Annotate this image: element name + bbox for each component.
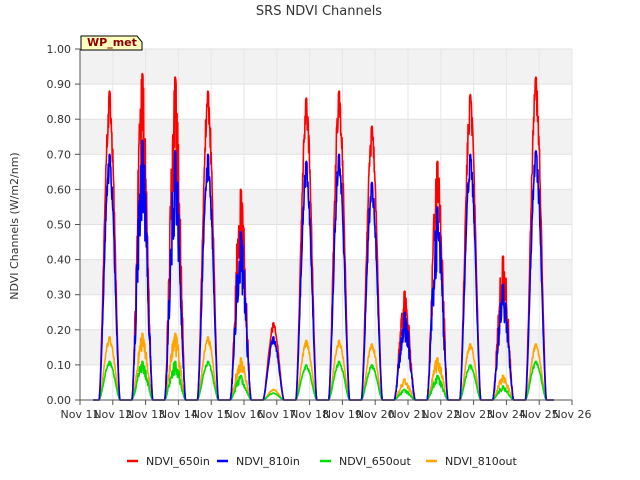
plot-band <box>80 154 572 190</box>
x-tick-label: Nov 17 <box>257 408 296 421</box>
x-tick-label: Nov 24 <box>487 408 526 421</box>
y-tick-labels: 0.00 0.10 0.20 0.30 0.40 0.50 0.60 0.70 0.80 0.90… <box>47 43 80 407</box>
x-tick-label: Nov 16 <box>225 408 264 421</box>
x-tick-label: Nov 12 <box>93 408 132 421</box>
legend-label: NDVI_650in <box>146 455 210 468</box>
plot-band <box>80 189 572 225</box>
x-tick-label: Nov 22 <box>421 408 460 421</box>
y-axis-label: NDVI Channels (W/m2/nm) <box>8 152 21 299</box>
x-tick-label: Nov 11 <box>61 408 100 421</box>
badge-label: WP_met <box>87 36 137 49</box>
legend-label: NDVI_650out <box>339 455 411 468</box>
plot-bands <box>80 49 572 400</box>
y-tick-label: 0.80 <box>47 113 72 126</box>
station-badge: WP_met <box>80 35 143 51</box>
y-tick-label: 0.00 <box>47 394 72 407</box>
y-tick-label: 0.20 <box>47 324 72 337</box>
x-tick-label: Nov 21 <box>389 408 428 421</box>
plot-band <box>80 294 572 330</box>
x-tick-label: Nov 19 <box>323 408 362 421</box>
plot-band <box>80 84 572 120</box>
legend-label: NDVI_810out <box>445 455 517 468</box>
x-tick-label: Nov 14 <box>159 408 198 421</box>
x-tick-label: Nov 18 <box>290 408 329 421</box>
y-tick-label: 0.40 <box>47 254 72 267</box>
plot-band <box>80 364 572 400</box>
y-tick-label: 0.50 <box>47 219 72 232</box>
plot-band <box>80 119 572 155</box>
y-tick-label: 0.60 <box>47 183 72 196</box>
plot-band <box>80 329 572 365</box>
y-tick-label: 1.00 <box>47 43 72 56</box>
x-tick-label: Nov 13 <box>126 408 165 421</box>
y-tick-label: 0.30 <box>47 289 72 302</box>
x-tick-label: Nov 25 <box>520 408 559 421</box>
x-tick-label: Nov 26 <box>553 408 592 421</box>
y-tick-label: 0.90 <box>47 78 72 91</box>
plot-band <box>80 49 572 85</box>
plot-band <box>80 224 572 260</box>
x-tick-label: Nov 15 <box>192 408 231 421</box>
chart-title: SRS NDVI Channels <box>256 4 382 19</box>
y-tick-label: 0.70 <box>47 148 72 161</box>
legend: NDVI_650in NDVI_810in NDVI_650out NDVI_810o… <box>127 455 517 468</box>
badge-box <box>80 35 143 51</box>
y-tick-label: 0.10 <box>47 359 72 372</box>
x-tick-label: Nov 20 <box>356 408 395 421</box>
legend-label: NDVI_810in <box>236 455 300 468</box>
plot-band <box>80 259 572 295</box>
x-tick-label: Nov 23 <box>454 408 493 421</box>
